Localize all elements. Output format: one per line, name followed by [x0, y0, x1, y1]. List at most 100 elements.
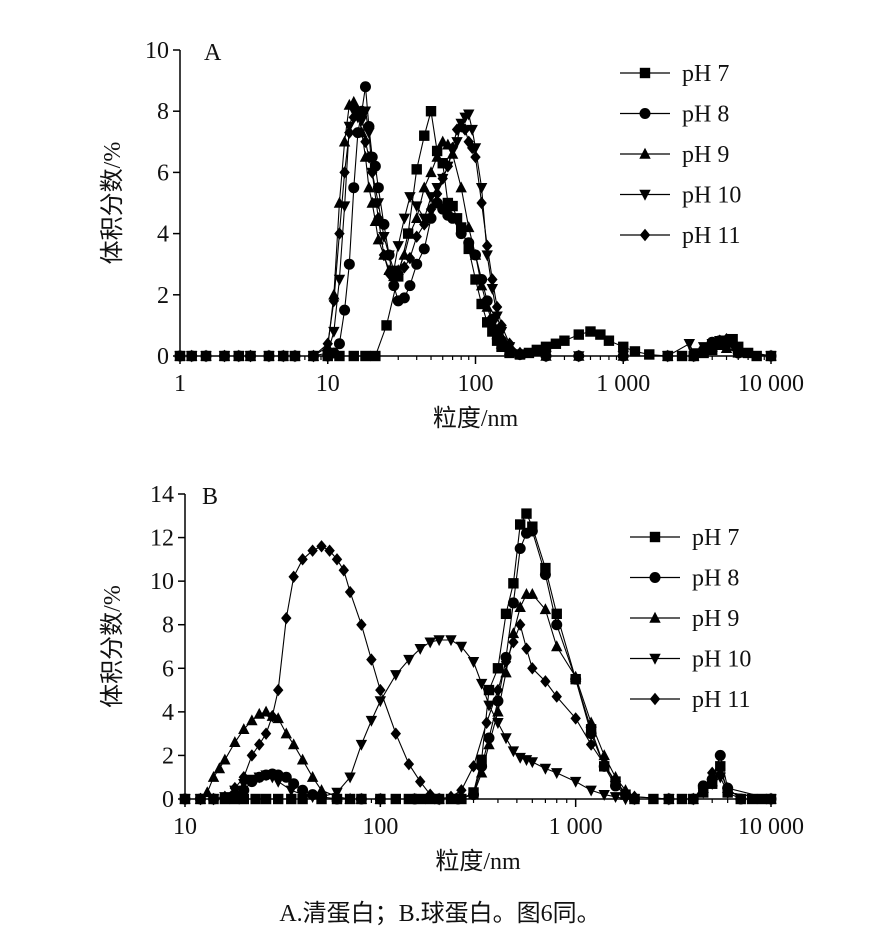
legend-label: pH 7 — [692, 525, 739, 551]
data-point — [390, 670, 402, 682]
data-point — [174, 349, 186, 363]
data-point — [470, 150, 481, 164]
data-point — [433, 635, 445, 647]
data-point — [352, 105, 364, 118]
data-point — [229, 781, 241, 795]
series-ph-7 — [179, 508, 777, 805]
x-tick-label: 1 000 — [549, 814, 603, 840]
data-point — [727, 337, 738, 350]
data-point — [706, 766, 718, 780]
data-point — [445, 635, 457, 647]
data-point — [523, 347, 535, 359]
data-point — [452, 792, 464, 804]
legend-label: pH 7 — [682, 61, 729, 87]
data-point — [618, 341, 629, 353]
legend-marker — [639, 67, 651, 79]
data-point — [483, 738, 495, 750]
data-point — [280, 727, 292, 739]
series-ph-11 — [179, 540, 777, 806]
data-point — [344, 126, 355, 139]
y-tick-label: 0 — [162, 787, 174, 813]
data-point — [306, 792, 319, 804]
data-point — [414, 643, 426, 655]
data-point — [308, 349, 319, 363]
legend-entry: pH 11 — [620, 223, 740, 249]
legend-label: pH 10 — [682, 183, 741, 209]
data-point — [287, 738, 300, 750]
data-point — [372, 233, 385, 245]
data-point — [495, 337, 508, 349]
data-point — [629, 346, 641, 357]
data-point — [483, 684, 495, 696]
data-point — [551, 608, 562, 620]
data-point — [492, 663, 504, 674]
data-point — [328, 288, 340, 300]
x-tick-label: 1 000 — [596, 371, 650, 397]
data-point — [698, 343, 709, 357]
legend-label: pH 9 — [692, 606, 739, 632]
y-tick-label: 8 — [157, 99, 169, 125]
data-point — [238, 771, 250, 784]
data-point — [344, 792, 356, 804]
legend-marker — [649, 531, 661, 543]
data-point — [315, 792, 328, 804]
data-point — [688, 349, 699, 363]
data-point — [363, 181, 375, 193]
data-point — [491, 328, 503, 340]
data-point — [521, 508, 532, 519]
data-point — [475, 678, 488, 690]
data-point — [403, 757, 415, 771]
data-point — [343, 258, 355, 270]
data-point — [409, 792, 421, 804]
data-point — [348, 95, 360, 107]
data-point — [431, 187, 443, 201]
data-point — [527, 662, 538, 675]
legend-marker — [639, 228, 651, 242]
data-point — [260, 705, 272, 717]
data-point — [334, 350, 345, 362]
data-point — [609, 792, 622, 804]
data-point — [281, 611, 292, 625]
data-point — [463, 243, 474, 255]
data-point — [339, 304, 351, 316]
data-point — [378, 248, 390, 262]
panel-label: A — [204, 40, 222, 66]
x-tick-label: 100 — [362, 814, 398, 840]
data-point — [526, 588, 539, 599]
series-ph-11 — [174, 105, 777, 363]
data-point — [551, 690, 562, 703]
data-point — [618, 349, 629, 363]
data-point — [195, 792, 206, 806]
data-point — [447, 200, 458, 212]
data-point — [213, 762, 226, 774]
data-point — [263, 349, 275, 363]
legend-entry: pH 7 — [630, 525, 739, 551]
data-point — [246, 749, 258, 762]
data-point — [570, 712, 581, 725]
data-point — [500, 655, 512, 668]
legend-marker — [639, 108, 651, 119]
data-point — [619, 794, 632, 806]
data-point — [316, 540, 327, 553]
x-tick-label: 1 — [174, 371, 186, 397]
data-point — [500, 666, 512, 678]
data-point — [297, 553, 308, 566]
data-point — [238, 723, 250, 734]
data-point — [267, 710, 278, 723]
legend-marker — [649, 611, 661, 623]
legend-marker — [639, 189, 651, 201]
y-axis-label: 体积分数/% — [99, 585, 126, 708]
data-point — [373, 212, 384, 225]
data-point — [481, 239, 493, 253]
legend-entry: pH 11 — [630, 687, 750, 713]
data-point — [229, 736, 241, 748]
data-point — [219, 790, 231, 804]
chart-panel-a: 0 2 4 6 8 10 1 10 100 1 000 10 000 粒度/nm 体积分数/% ApH 7… — [99, 38, 804, 432]
data-point — [356, 108, 367, 121]
data-point — [663, 792, 675, 806]
data-point — [463, 109, 475, 121]
data-point — [487, 273, 498, 286]
data-point — [733, 343, 744, 357]
data-point — [411, 258, 423, 270]
data-point — [662, 349, 673, 363]
